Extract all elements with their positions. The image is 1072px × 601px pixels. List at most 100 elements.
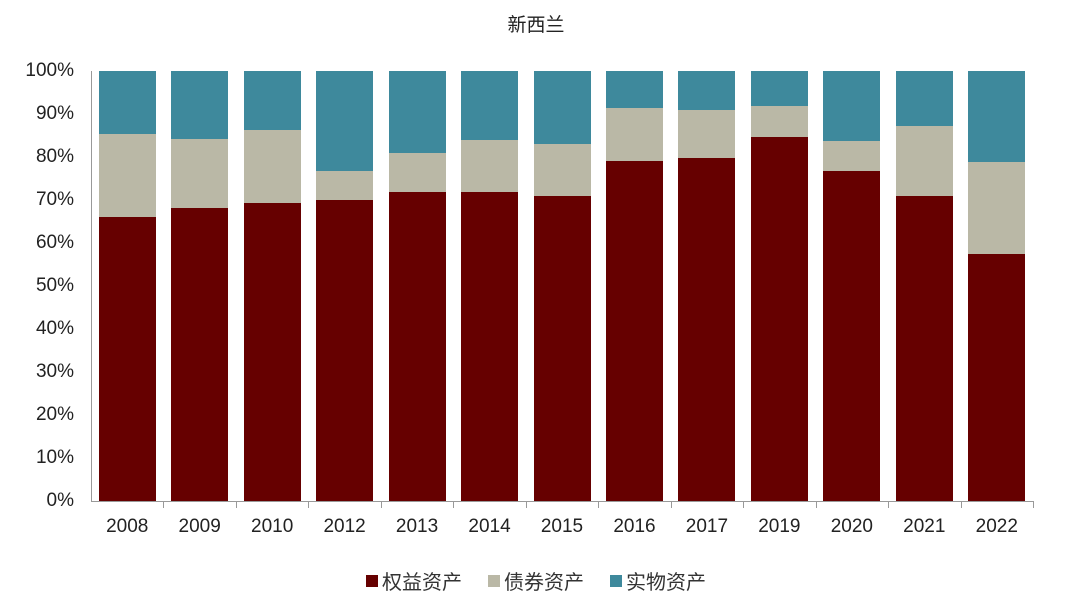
x-tick-mark [1033,501,1034,508]
stacked-bar-2008 [98,71,156,501]
x-tick-mark [235,501,237,508]
bar-segment [243,129,301,204]
bar-segment [316,71,374,172]
y-tick-label: 80% [35,146,74,167]
x-tick-mark [960,501,962,508]
bar-segment [968,162,1026,255]
x-tick-label: 2021 [903,516,946,537]
bar-segment [678,110,736,158]
stacked-bar-2022 [968,71,1026,501]
bar-segment [388,153,446,192]
x-tick-label: 2019 [758,516,801,537]
bar-segment [461,140,519,192]
y-tick-label: 30% [35,361,74,382]
bar-segment [605,161,663,501]
stacked-bar-2014 [461,71,519,501]
bar-segment [388,71,446,154]
legend-item: 债券资产 [488,566,584,595]
bar-segment [823,171,881,501]
legend-label: 权益资产 [382,572,462,594]
stacked-bar-2010 [243,71,301,501]
x-tick-mark [453,501,455,508]
stacked-bar-2013 [388,71,446,501]
x-tick-label: 2015 [540,516,584,537]
x-tick-label: 2017 [685,516,729,537]
y-tick-label: 20% [35,404,74,425]
legend: 权益资产 债券资产 实物资产 [0,566,1072,595]
bar-segment [750,136,808,501]
bar-segment [171,138,229,209]
legend-swatch-icon [366,574,378,587]
bar-segment [98,134,156,218]
x-tick-label: 2012 [323,516,366,537]
bar-segment [98,217,156,501]
x-tick-mark [888,501,890,508]
x-tick-label: 2010 [251,516,294,537]
bar-segment [750,105,808,137]
bar-segment [533,144,591,197]
stacked-bar-2019 [750,71,808,501]
bar-segment [895,71,953,127]
bar-segment [171,208,229,501]
y-tick-label: 90% [35,103,74,124]
stacked-bar-2017 [678,71,736,501]
plot-area [91,71,1033,501]
bar-segment [823,141,881,172]
x-tick-label: 2009 [178,516,221,537]
legend-item: 实物资产 [610,566,706,595]
x-tick-mark [815,501,817,508]
bar-segment [243,71,301,130]
x-tick-label: 2022 [975,516,1018,537]
stacked-bar-2016 [605,71,663,501]
x-tick-mark [525,501,527,508]
bar-segment [171,71,229,139]
bar-segment [605,108,663,162]
stacked-bar-2020 [823,71,881,501]
bar-segment [968,254,1026,501]
stacked-bar-2012 [316,71,374,501]
x-tick-mark [308,501,310,508]
x-tick-label: 2013 [395,516,439,537]
stacked-bar-2009 [171,71,229,501]
bar-segment [823,71,881,142]
bar-segment [533,71,591,145]
x-tick-label: 2008 [106,516,149,537]
y-tick-label: 100% [25,60,74,81]
bar-segment [316,171,374,200]
legend-item: 权益资产 [366,566,462,595]
bar-segment [316,200,374,501]
bar-segment [678,71,736,111]
y-tick-label: 40% [35,318,74,339]
y-axis-line [91,71,92,502]
y-tick-label: 0% [46,490,74,511]
y-tick-label: 70% [35,189,74,210]
x-tick-mark [598,501,600,508]
x-tick-label: 2014 [468,516,511,537]
bar-segment [750,71,808,106]
bar-segment [533,196,591,501]
x-tick-mark [163,501,165,508]
stacked-bar-2015 [533,71,591,501]
bar-segment [98,71,156,135]
bar-segment [968,71,1026,163]
chart-title: 新西兰 [507,15,565,36]
legend-label: 实物资产 [626,572,706,594]
bar-segment [461,191,519,501]
x-tick-mark [380,501,382,508]
bar-segment [605,71,663,108]
bar-segment [388,191,446,501]
legend-label: 债券资产 [504,572,584,594]
bar-segment [895,126,953,197]
legend-swatch-icon [610,574,622,587]
bar-segment [678,157,736,501]
y-tick-label: 10% [35,447,74,468]
legend-swatch-icon [488,574,500,587]
x-tick-mark [670,501,672,508]
x-tick-label: 2016 [613,516,656,537]
bar-segment [461,71,519,141]
stacked-bar-2021 [895,71,953,501]
x-tick-mark [743,501,745,508]
x-tick-label: 2020 [830,516,873,537]
bar-segment [243,203,301,501]
y-tick-label: 60% [35,232,74,253]
